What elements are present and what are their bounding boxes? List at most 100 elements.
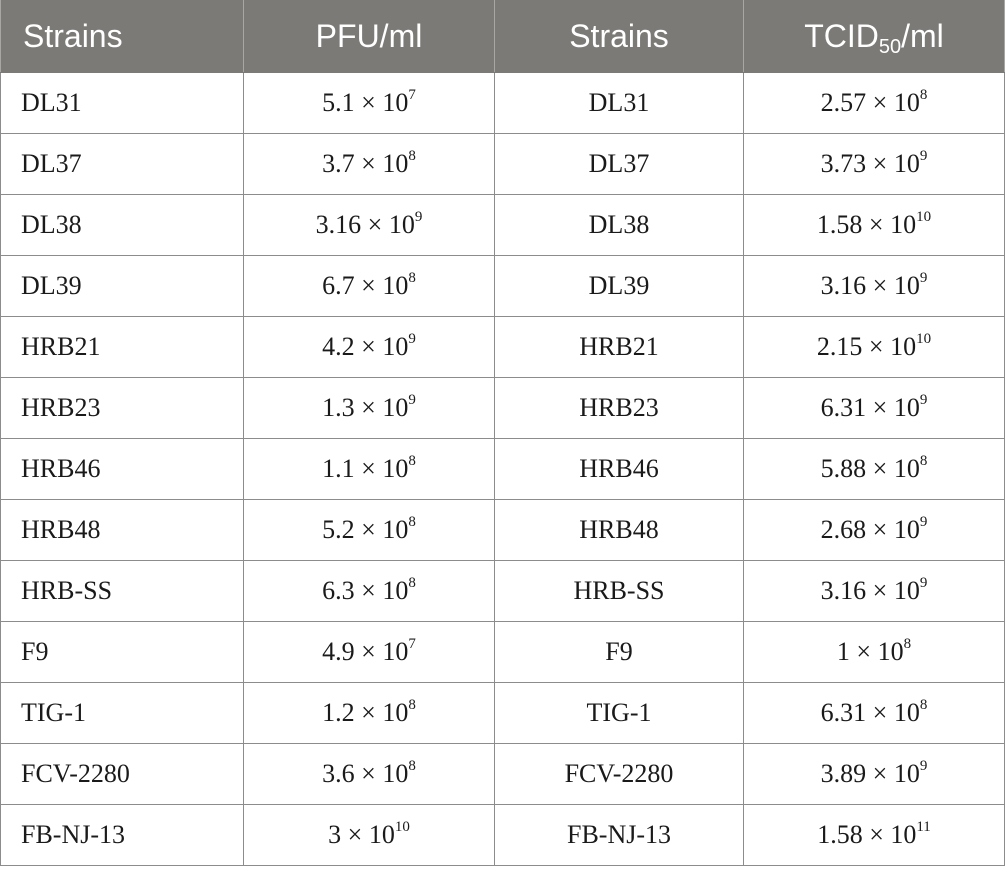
pfu-value-cell: 1.1 × 108 [243, 438, 495, 500]
table-row: HRB23 1.3 × 109 HRB23 6.31 × 109 [0, 377, 1005, 439]
value-exponent: 9 [919, 758, 928, 774]
table-row: DL37 3.7 × 108 DL37 3.73 × 109 [0, 133, 1005, 195]
times-sign: × [361, 88, 376, 117]
tcid-value-cell: 1.58 × 1010 [743, 194, 1005, 256]
value-mantissa: 1.58 [816, 210, 863, 239]
value-exponent: 10 [916, 331, 932, 347]
value-mantissa: 1.58 [817, 820, 863, 849]
value-exponent: 7 [408, 87, 416, 103]
table-row: DL31 5.1 × 107 DL31 2.57 × 108 [0, 72, 1005, 134]
value-exponent: 8 [919, 453, 928, 469]
value-base: 10 [893, 576, 920, 605]
value-base: 10 [893, 759, 920, 788]
value-mantissa: 3.73 [820, 149, 867, 178]
tcid-value-cell: 5.88 × 108 [743, 438, 1005, 500]
value-base: 10 [382, 149, 409, 178]
pfu-value-cell: 4.2 × 109 [243, 316, 495, 378]
tcid-value-cell: 1.58 × 1011 [743, 804, 1005, 866]
value-base: 10 [382, 332, 409, 361]
pfu-value-cell: 1.2 × 108 [243, 682, 495, 744]
value-base: 10 [893, 454, 920, 483]
times-sign: × [872, 271, 888, 300]
tcid-value-cell: 6.31 × 108 [743, 682, 1005, 744]
strain-cell-2: DL31 [494, 72, 744, 134]
strain-cell-2: DL37 [494, 133, 744, 195]
times-sign: × [361, 271, 376, 300]
strain-cell-2: HRB48 [494, 499, 744, 561]
strain-cell-2: HRB23 [494, 377, 744, 439]
strain-cell: HRB21 [0, 316, 244, 378]
value-base: 10 [893, 88, 920, 117]
value-exponent: 7 [408, 636, 416, 652]
strain-cell: HRB46 [0, 438, 244, 500]
header-strains-2: Strains [494, 0, 744, 73]
value-exponent: 8 [408, 758, 416, 774]
strain-cell-2: FCV-2280 [494, 743, 744, 805]
strain-cell-2: DL38 [494, 194, 744, 256]
tcid-value-cell: 2.57 × 108 [743, 72, 1005, 134]
value-mantissa: 5.2 [322, 515, 355, 544]
pfu-value-cell: 1.3 × 109 [243, 377, 495, 439]
value-exponent: 8 [903, 636, 912, 652]
header-row: Strains PFU/ml Strains TCID50/ml [0, 0, 1005, 73]
titer-table: Strains PFU/ml Strains TCID50/ml DL31 5.1… [0, 0, 1005, 866]
strain-cell-2: HRB21 [494, 316, 744, 378]
value-exponent: 8 [408, 148, 416, 164]
strain-cell-2: DL39 [494, 255, 744, 317]
header-tcid-sub: 50 [878, 35, 902, 58]
value-mantissa: 3.16 [315, 210, 362, 239]
strain-cell: F9 [0, 621, 244, 683]
times-sign: × [361, 393, 376, 422]
value-mantissa: 6.7 [322, 271, 355, 300]
strain-cell: DL39 [0, 255, 244, 317]
strain-cell-2: TIG-1 [494, 682, 744, 744]
value-exponent: 9 [919, 148, 928, 164]
times-sign: × [872, 454, 888, 483]
value-mantissa: 1.3 [322, 393, 355, 422]
strain-cell: FCV-2280 [0, 743, 244, 805]
strain-cell-2: F9 [494, 621, 744, 683]
times-sign: × [347, 820, 363, 849]
value-exponent: 10 [394, 819, 410, 835]
times-sign: × [361, 332, 376, 361]
times-sign: × [361, 637, 376, 666]
times-sign: × [361, 576, 376, 605]
value-base: 10 [382, 759, 409, 788]
value-mantissa: 6.31 [820, 698, 867, 727]
value-base: 10 [890, 332, 917, 361]
value-base: 10 [382, 515, 409, 544]
value-mantissa: 3.6 [322, 759, 355, 788]
value-mantissa: 4.2 [322, 332, 355, 361]
strain-cell: HRB-SS [0, 560, 244, 622]
times-sign: × [868, 332, 884, 361]
strain-cell: HRB48 [0, 499, 244, 561]
value-base: 10 [382, 698, 409, 727]
value-mantissa: 1.1 [322, 454, 355, 483]
tcid-value-cell: 3.89 × 109 [743, 743, 1005, 805]
pfu-value-cell: 4.9 × 107 [243, 621, 495, 683]
times-sign: × [856, 637, 872, 666]
value-mantissa: 6.31 [820, 393, 867, 422]
times-sign: × [367, 210, 383, 239]
times-sign: × [868, 210, 884, 239]
strain-cell-2: HRB-SS [494, 560, 744, 622]
times-sign: × [361, 454, 376, 483]
value-exponent: 9 [919, 392, 928, 408]
value-mantissa: 3.89 [820, 759, 867, 788]
value-base: 10 [382, 88, 409, 117]
header-strains-1: Strains [0, 0, 244, 73]
header-pfu: PFU/ml [243, 0, 495, 73]
value-exponent: 9 [408, 392, 416, 408]
value-mantissa: 2.68 [820, 515, 867, 544]
strain-cell: FB-NJ-13 [0, 804, 244, 866]
value-exponent: 8 [408, 270, 416, 286]
times-sign: × [361, 515, 376, 544]
times-sign: × [872, 759, 888, 788]
tcid-value-cell: 2.15 × 1010 [743, 316, 1005, 378]
value-base: 10 [890, 210, 917, 239]
header-tcid-main: TCID [804, 17, 879, 54]
pfu-value-cell: 6.7 × 108 [243, 255, 495, 317]
value-base: 10 [382, 271, 409, 300]
table-row: FB-NJ-13 3 × 1010 FB-NJ-13 1.58 × 1011 [0, 804, 1005, 866]
value-mantissa: 4.9 [322, 637, 355, 666]
